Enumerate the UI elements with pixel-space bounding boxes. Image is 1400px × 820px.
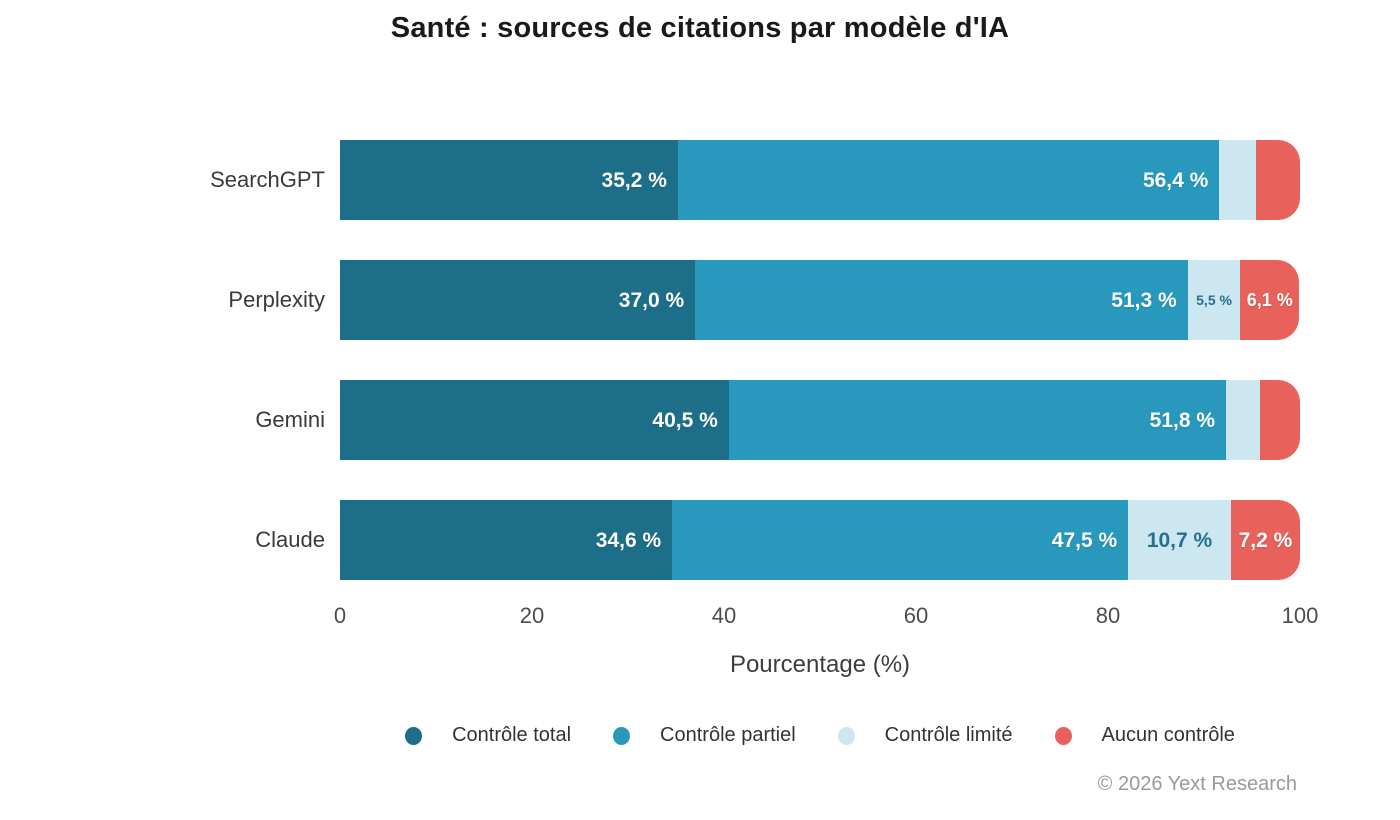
segment-value-label: 51,8 % (1149, 408, 1216, 432)
legend: Contrôle total Contrôle partiel Contrôle l… (300, 724, 1340, 747)
bar-gemini: 40,5 % 51,8 % (340, 380, 1300, 460)
x-axis-tick-100: 100 (1281, 603, 1319, 628)
legend-swatch-icon (837, 726, 855, 745)
segment-value-label: 56,4 % (1142, 168, 1209, 192)
bar-claude: 34,6 % 47,5 % 10,7 % 7,2 % (340, 500, 1300, 580)
bar-searchgpt: 35,2 % 56,4 % (340, 140, 1300, 220)
bar-segment-contr-le-partiel: 47,5 % (672, 500, 1129, 580)
segment-value-label: 35,2 % (601, 168, 667, 192)
legend-label: Aucun contrôle (1101, 724, 1235, 746)
legend-label: Contrôle limité (884, 724, 1013, 746)
bar-segment-aucun-contr-le (1255, 140, 1300, 220)
legend-item-contr-le-total: Contrôle total (405, 724, 571, 747)
bar-segment-aucun-contr-le: 7,2 % (1230, 500, 1300, 580)
bar-segment-contr-le-total: 34,6 % (340, 500, 673, 580)
legend-item-aucun-contr-le: Aucun contrôle (1054, 724, 1235, 747)
segment-value-label: 40,5 % (652, 408, 718, 432)
segment-value-label: 37,0 % (618, 288, 685, 312)
segment-value-label: 6,1 % (1246, 290, 1293, 310)
x-axis-tick-20: 20 (519, 603, 545, 628)
legend-swatch-icon (405, 726, 423, 745)
bar-segment-contr-le-limit-: 10,7 % (1128, 500, 1231, 580)
legend-label: Contrôle total (452, 724, 572, 746)
chart-title: Santé : sources de citations par modèle … (390, 12, 1010, 44)
legend-item-contr-le-partiel: Contrôle partiel (613, 724, 796, 747)
x-axis-tick-0: 0 (333, 603, 347, 628)
segment-value-label: 34,6 % (595, 528, 662, 552)
segment-value-label: 47,5 % (1051, 528, 1118, 552)
footer-credit: © 2026 Yext Research (1097, 773, 1297, 795)
legend-label: Contrôle partiel (660, 724, 796, 746)
bar-segment-aucun-contr-le (1259, 380, 1300, 460)
legend-swatch-icon (613, 726, 631, 745)
bar-segment-aucun-contr-le: 6,1 % (1240, 260, 1299, 340)
bar-segment-contr-le-limit- (1226, 380, 1260, 460)
x-axis-tick-80: 80 (1095, 603, 1121, 628)
x-axis-title: Pourcentage (%) (729, 651, 911, 678)
row-label-claude: Claude (255, 527, 325, 552)
row-label-gemini: Gemini (255, 407, 325, 432)
bar-segment-contr-le-total: 40,5 % (340, 380, 729, 460)
segment-value-label: 10,7 % (1146, 528, 1213, 552)
row-label-perplexity: Perplexity (228, 287, 325, 312)
bar-segment-contr-le-partiel: 51,8 % (728, 380, 1227, 460)
segment-value-label: 7,2 % (1238, 528, 1293, 552)
bar-segment-contr-le-total: 35,2 % (340, 140, 678, 220)
bar-segment-contr-le-partiel: 56,4 % (677, 140, 1220, 220)
bar-segment-contr-le-total: 37,0 % (340, 260, 696, 340)
bar-perplexity: 37,0 % 51,3 % 5,5 % 6,1 % (340, 260, 1300, 340)
legend-swatch-icon (1054, 726, 1072, 745)
bar-segment-contr-le-limit- (1219, 140, 1256, 220)
bar-segment-contr-le-partiel: 51,3 % (695, 260, 1188, 340)
segment-value-label: 5,5 % (1196, 292, 1232, 308)
bar-segment-contr-le-limit-: 5,5 % (1187, 260, 1241, 340)
x-axis-tick-60: 60 (903, 603, 929, 628)
row-label-searchgpt: SearchGPT (210, 167, 325, 192)
x-axis-tick-40: 40 (711, 603, 737, 628)
legend-item-contr-le-limit-: Contrôle limité (837, 724, 1013, 747)
segment-value-label: 51,3 % (1111, 288, 1177, 312)
